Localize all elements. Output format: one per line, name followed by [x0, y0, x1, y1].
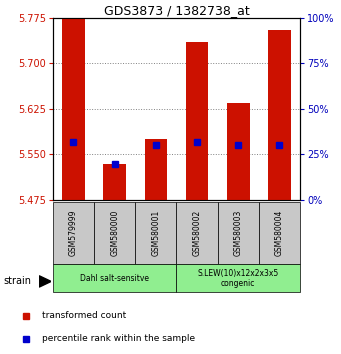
- Bar: [145, 139, 167, 200]
- Polygon shape: [39, 276, 51, 287]
- Text: GSM580002: GSM580002: [193, 210, 202, 256]
- Bar: [259, 202, 300, 264]
- Bar: [186, 42, 208, 200]
- Bar: [62, 18, 85, 200]
- Bar: [177, 202, 218, 264]
- Bar: [135, 202, 177, 264]
- Bar: [218, 202, 259, 264]
- Bar: [268, 30, 291, 200]
- Bar: [53, 202, 94, 264]
- Bar: [227, 103, 250, 200]
- Title: GDS3873 / 1382738_at: GDS3873 / 1382738_at: [104, 4, 249, 17]
- Text: GSM580001: GSM580001: [151, 210, 160, 256]
- Text: Dahl salt-sensitve: Dahl salt-sensitve: [80, 274, 149, 283]
- Text: GSM580003: GSM580003: [234, 210, 243, 256]
- Text: GSM580000: GSM580000: [110, 210, 119, 256]
- Bar: [177, 264, 300, 292]
- Bar: [53, 264, 177, 292]
- Text: strain: strain: [3, 276, 31, 286]
- Text: GSM580004: GSM580004: [275, 210, 284, 256]
- Text: transformed count: transformed count: [42, 312, 127, 320]
- Text: percentile rank within the sample: percentile rank within the sample: [42, 335, 195, 343]
- Bar: [94, 202, 135, 264]
- Text: GSM579999: GSM579999: [69, 210, 78, 256]
- Bar: [103, 164, 126, 200]
- Text: S.LEW(10)x12x2x3x5
congenic: S.LEW(10)x12x2x3x5 congenic: [198, 269, 279, 288]
